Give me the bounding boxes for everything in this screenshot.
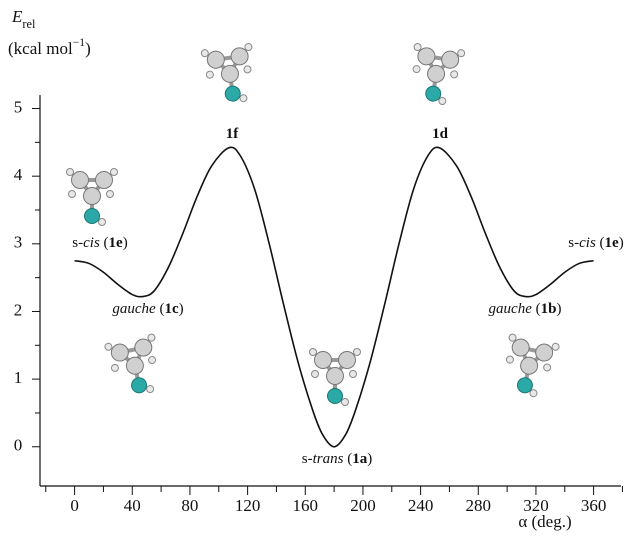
- h-atom: [244, 65, 252, 73]
- text-part: (: [596, 235, 605, 251]
- h-atom: [342, 399, 349, 406]
- h-atom: [350, 371, 357, 378]
- n-atom: [85, 209, 100, 224]
- text-part: rel: [22, 17, 36, 31]
- h-atom: [148, 356, 156, 364]
- h-atom: [506, 355, 514, 363]
- text-part: (: [532, 301, 541, 317]
- molecule-icon: [67, 169, 118, 226]
- molecule-icon: [498, 333, 560, 399]
- text-part: 1c: [164, 301, 179, 317]
- n-atom: [224, 85, 241, 102]
- x-tick-label: 320: [523, 496, 549, 515]
- text-part: gauche: [112, 301, 156, 317]
- annotation: s-trans (1a): [302, 451, 372, 467]
- annotation: 1d: [432, 126, 449, 142]
- text-part: s-: [568, 235, 579, 251]
- molecule-icon: [104, 333, 166, 399]
- annotation: gauche (1c): [112, 301, 183, 317]
- c-atom: [339, 352, 356, 369]
- c-atom: [96, 172, 113, 189]
- text-part: ): [367, 451, 372, 467]
- text-part: (: [156, 301, 165, 317]
- text-part: ): [85, 39, 91, 58]
- text-part: −1: [73, 36, 86, 49]
- molecule-icon: [201, 43, 259, 107]
- text-part: 1e: [605, 235, 620, 251]
- c-atom: [327, 368, 344, 385]
- h-atom: [413, 65, 421, 73]
- h-atom: [107, 191, 114, 198]
- c-atom: [84, 188, 101, 205]
- h-atom: [99, 219, 106, 226]
- molecule-icon: [407, 43, 465, 107]
- y-tick-label: 5: [14, 97, 23, 116]
- y-axis-unit: (kcal mol−1): [8, 36, 91, 58]
- h-atom: [69, 191, 76, 198]
- annotation: s-cis (1e): [72, 235, 127, 251]
- text-part: cis: [579, 235, 596, 251]
- x-tick-label: 160: [293, 496, 319, 515]
- text-part: (: [100, 235, 109, 251]
- text-part: s-: [72, 235, 83, 251]
- text-part: trans: [313, 451, 344, 467]
- h-atom: [543, 363, 551, 371]
- y-tick-label: 1: [14, 368, 23, 387]
- annotation: gauche (1b): [489, 301, 562, 317]
- y-axis-label: Erel: [11, 7, 36, 31]
- text-part: (kcal mol: [8, 39, 73, 58]
- h-atom: [450, 70, 458, 78]
- text-part: 1a: [352, 451, 368, 467]
- y-tick-label: 4: [14, 165, 23, 184]
- h-atom: [111, 169, 118, 176]
- text-part: (: [343, 451, 352, 467]
- y-tick-label: 2: [14, 300, 23, 319]
- h-atom: [240, 94, 248, 102]
- h-atom: [206, 71, 214, 79]
- h-atom: [146, 385, 154, 393]
- x-tick-label: 200: [350, 496, 376, 515]
- h-atom: [354, 349, 361, 356]
- x-tick-label: 40: [124, 496, 141, 515]
- chart: α (deg.) Erel(kcal mol−1)040801201602002…: [0, 0, 627, 539]
- text-part: gauche: [489, 301, 533, 317]
- molecule-icon: [310, 349, 361, 406]
- annotation: 1f: [226, 126, 240, 142]
- y-tick-label: 3: [14, 233, 23, 252]
- h-atom: [457, 49, 465, 57]
- h-atom: [67, 169, 74, 176]
- text-part: cis: [83, 235, 100, 251]
- text-part: 1b: [541, 301, 557, 317]
- molecules: [67, 43, 560, 405]
- text-part: 1d: [432, 126, 449, 142]
- h-atom: [201, 49, 209, 57]
- x-tick-label: 360: [581, 496, 607, 515]
- h-atom: [312, 371, 319, 378]
- text-part: 1f: [226, 126, 240, 142]
- c-atom: [72, 172, 89, 189]
- h-atom: [310, 349, 317, 356]
- x-tick-label: 0: [70, 496, 79, 515]
- text-part: ): [556, 301, 561, 317]
- text-part: s-: [302, 451, 313, 467]
- n-atom: [328, 389, 343, 404]
- x-tick-label: 120: [235, 496, 261, 515]
- x-tick-label: 240: [408, 496, 434, 515]
- text-part: ): [619, 235, 624, 251]
- h-atom: [111, 364, 119, 372]
- n-atom: [130, 376, 148, 394]
- text-part: ): [179, 301, 184, 317]
- y-tick-label: 0: [14, 436, 23, 455]
- annotation: s-cis (1e): [568, 235, 623, 251]
- text-part: E: [11, 7, 23, 26]
- c-atom: [315, 352, 332, 369]
- x-tick-label: 80: [181, 496, 198, 515]
- text-part: ): [123, 235, 128, 251]
- text-part: 1e: [109, 235, 124, 251]
- x-tick-label: 280: [466, 496, 492, 515]
